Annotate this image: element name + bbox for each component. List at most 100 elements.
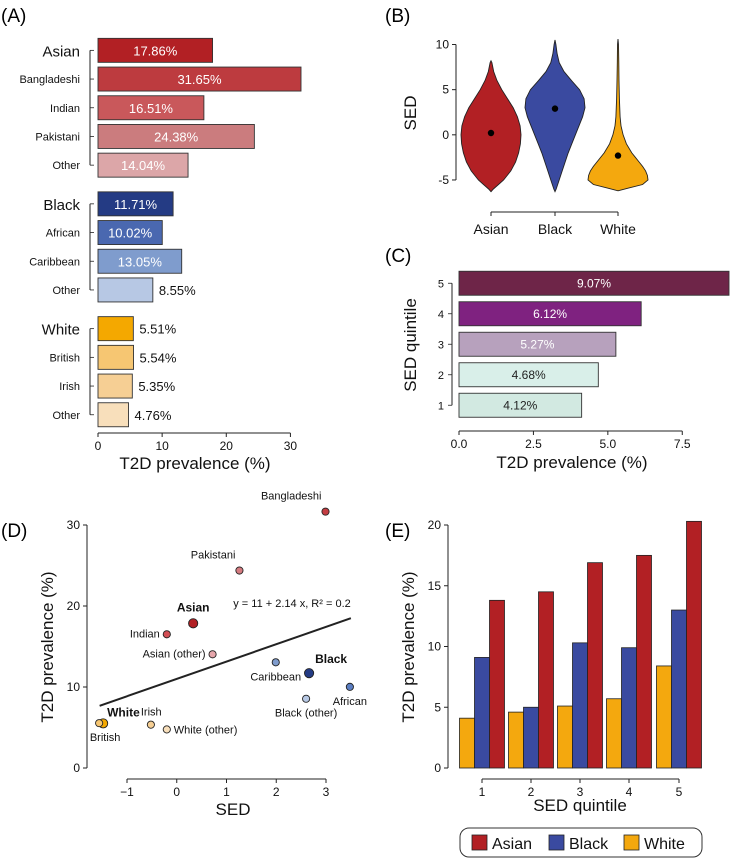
median-point: [614, 152, 622, 159]
bar-asian-indian: [97, 95, 205, 121]
panel-b-tag: (B): [385, 6, 410, 27]
y-category-label: 5: [438, 278, 444, 290]
x-tick-label: 2.5: [525, 437, 542, 451]
x-axis-title: SED quintile: [533, 796, 627, 815]
bar-quintile-2: [458, 362, 599, 388]
bar-value-label: 10.02%: [108, 226, 153, 241]
bar-black-q3: [572, 642, 588, 769]
bar-white-q2: [508, 711, 524, 769]
bar-white-q1: [459, 717, 475, 769]
bar-value-label: 5.54%: [140, 350, 177, 365]
point-label: White (other): [174, 724, 238, 736]
bar-value-label: 17.86%: [133, 43, 178, 58]
point-label: Black (other): [275, 708, 337, 720]
point-asian-other-: [208, 650, 217, 659]
point-label: African: [333, 696, 367, 708]
violin-black: [524, 39, 586, 193]
regression-annotation: y = 11 + 2.14 x, R² = 0.2: [233, 598, 351, 610]
panel-e-chart: 0 5 10 15 20 T2D prevalence (%) 1 2 3 4 5 SED quint…: [399, 518, 703, 858]
point-label: Bangladeshi: [261, 491, 322, 503]
point-label: Indian: [130, 628, 160, 640]
y-tick-label: 0: [442, 128, 449, 142]
legend-label: White: [644, 836, 685, 853]
x-tick-label: 10: [155, 439, 169, 453]
bar-white-white: [97, 316, 134, 342]
category-label: Other: [52, 160, 80, 172]
median-point: [551, 105, 559, 112]
median-point: [487, 129, 495, 137]
point-indian: [162, 630, 171, 639]
x-tick-label: −1: [120, 785, 134, 799]
bar-value-label: 5.51%: [139, 322, 176, 337]
x-tick-label: 5.0: [599, 437, 616, 451]
y-tick-label: 20: [428, 518, 442, 532]
bar-value-label: 4.76%: [135, 408, 172, 423]
bar-white-other: [97, 402, 129, 428]
panel-d-chart: y = 11 + 2.14 x, R² = 0.2 Bangladeshi Paki…: [38, 491, 367, 819]
legend-swatch-asian: [471, 834, 488, 851]
panel-a-tag: (A): [1, 6, 26, 27]
bar-asian-other: [97, 152, 189, 178]
y-axis-title: SED: [401, 96, 420, 131]
point-label: Black: [315, 652, 347, 666]
bar-value-label: 4.12%: [503, 398, 537, 412]
bar-asian-bangladeshi: [97, 66, 302, 92]
x-tick-label: 0: [173, 785, 180, 799]
category-label: Irish: [59, 381, 80, 393]
bar-value-label: 4.68%: [512, 368, 546, 382]
point-bangladeshi: [321, 507, 330, 516]
panel-b-chart: -5 0 5 10 SED Asian Black White: [401, 38, 649, 237]
x-category-label: White: [600, 221, 636, 237]
bar-value-label: 6.12%: [533, 307, 567, 321]
bar-black-african: [97, 220, 163, 246]
bar-value-label: 5.35%: [138, 379, 175, 394]
point-irish: [146, 720, 155, 729]
x-tick-label: 4: [626, 785, 633, 799]
regression-line: [99, 617, 352, 707]
bar-black-black: [97, 191, 174, 217]
point-black-other-: [302, 694, 311, 703]
y-category-label: 3: [438, 339, 444, 351]
bar-asian-q4: [636, 554, 652, 769]
y-tick-label: -5: [438, 173, 449, 187]
point-label: Asian (other): [143, 648, 206, 660]
x-tick-label: 2: [528, 785, 535, 799]
x-tick-label: 5: [676, 785, 683, 799]
y-axis-title: T2D prevalence (%): [399, 571, 418, 722]
bar-asian-pakistani: [97, 123, 255, 149]
panel-a-chart: 17.86% Asian 31.65% Bangladeshi 16.51% Indian…: [19, 37, 302, 473]
group-header-label: Black: [43, 197, 80, 214]
bar-value-label: 11.71%: [114, 197, 158, 212]
bar-asian-asian: [97, 37, 214, 63]
group-header-label: Asian: [42, 43, 80, 60]
y-tick-label: 5: [442, 83, 449, 97]
point-british: [95, 719, 104, 728]
bar-quintile-4: [458, 301, 642, 327]
x-tick-label: 3: [323, 785, 330, 799]
legend-swatch-black: [548, 834, 565, 851]
x-tick-label: 1: [479, 785, 486, 799]
bar-quintile-5: [458, 270, 730, 296]
bar-asian-q3: [587, 562, 603, 769]
point-african: [345, 682, 354, 691]
category-label: Pakistani: [35, 131, 80, 143]
legend-box: [459, 827, 703, 858]
point-asian: [188, 618, 199, 629]
bar-black-q5: [671, 609, 687, 769]
y-axis-title: SED quintile: [401, 298, 420, 392]
point-white-other-: [162, 725, 171, 734]
y-tick-label: 30: [67, 518, 81, 532]
bar-white-british: [97, 344, 134, 370]
y-category-label: 4: [438, 309, 444, 321]
legend-label: Asian: [492, 836, 532, 853]
point-caribbean: [271, 658, 280, 667]
bar-value-label: 14.04%: [121, 158, 166, 173]
y-axis-title: T2D prevalence (%): [38, 571, 57, 722]
group-header-label: White: [42, 322, 80, 339]
panel-e-tag: (E): [385, 521, 410, 542]
bar-black-q1: [474, 657, 490, 769]
x-tick-label: 0: [95, 439, 102, 453]
point-label: Caribbean: [250, 671, 301, 683]
bar-asian-q1: [489, 599, 505, 769]
